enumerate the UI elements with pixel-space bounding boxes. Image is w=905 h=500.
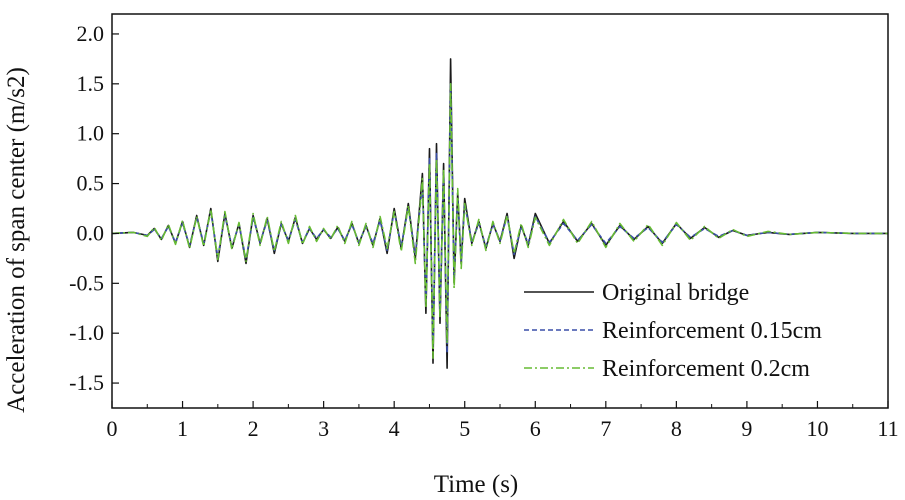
y-tick-label: 1.5: [77, 71, 105, 96]
x-tick-label: 6: [530, 416, 541, 441]
x-tick-label: 4: [389, 416, 400, 441]
x-tick-label: 2: [248, 416, 259, 441]
legend-label-3: Reinforcement 0.2cm: [602, 356, 810, 382]
legend-label-2: Reinforcement 0.15cm: [602, 318, 822, 344]
x-tick-label: 9: [741, 416, 752, 441]
x-axis-ticks: 0 1 2 3 4 5 6 7 8 9 10 11: [107, 401, 899, 441]
legend-label-1: Original bridge: [602, 280, 749, 306]
x-tick-label: 5: [459, 416, 470, 441]
y-tick-label: 0.0: [77, 220, 105, 245]
plot-frame: [111, 13, 889, 409]
y-tick-label: -0.5: [69, 270, 104, 295]
x-axis-title: Time (s): [434, 471, 519, 498]
series-layer: [111, 58, 888, 369]
y-tick-label: 1.0: [77, 121, 105, 146]
legend: Original bridge Reinforcement 0.15cm Reinf…: [524, 280, 822, 382]
x-tick-label: 0: [107, 416, 118, 441]
x-tick-label: 1: [177, 416, 188, 441]
series-line-2: [111, 83, 888, 354]
x-tick-label: 11: [877, 416, 898, 441]
y-tick-label: -1.5: [69, 370, 104, 395]
series-line-3: [111, 83, 888, 359]
y-tick-label: 2.0: [77, 21, 105, 46]
x-tick-label: 10: [806, 416, 828, 441]
y-tick-label: 0.5: [77, 171, 105, 196]
x-tick-label: 8: [671, 416, 682, 441]
y-axis-title: Acceleration of span center (m/s2): [3, 67, 30, 413]
y-axis-ticks: -1.5 -1.0 -0.5 0.0 0.5 1.0 1.5 2.0: [69, 21, 119, 395]
x-tick-label: 7: [600, 416, 611, 441]
y-tick-label: -1.0: [69, 320, 104, 345]
x-tick-label: 3: [318, 416, 329, 441]
